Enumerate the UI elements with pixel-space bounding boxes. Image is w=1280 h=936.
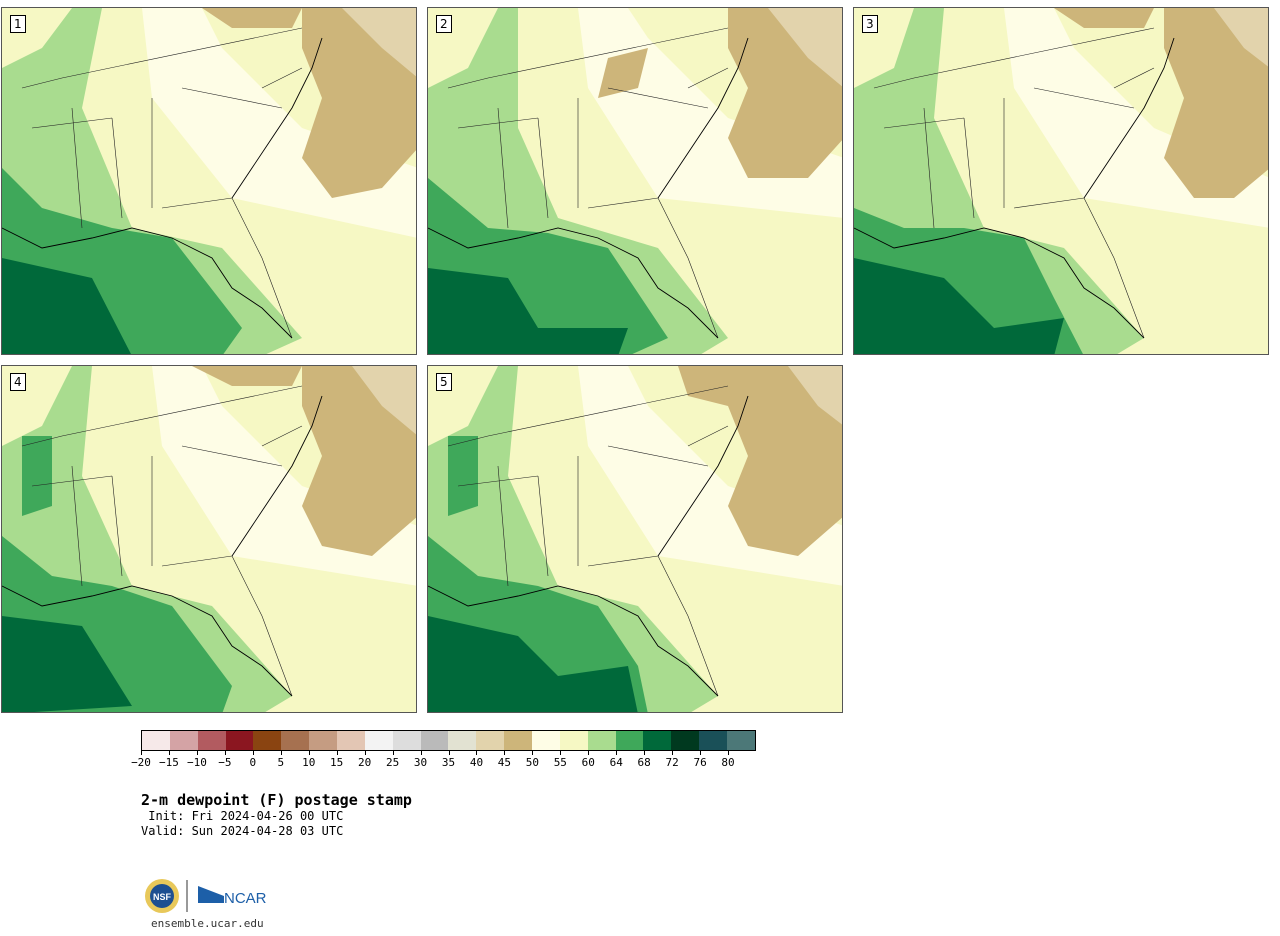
- dewpoint-map: [854, 8, 1268, 354]
- plot-title: 2-m dewpoint (F) postage stamp: [141, 791, 412, 809]
- colorbar-tick: [168, 751, 170, 755]
- init-time: Init: Fri 2024-04-26 00 UTC: [141, 809, 344, 823]
- colorbar-swatch: [169, 731, 198, 750]
- colorbar-tick-label: 30: [413, 756, 428, 769]
- nsf-logo-icon: NSF: [145, 879, 179, 913]
- colorbar-tick: [196, 751, 198, 755]
- colorbar-swatch: [699, 731, 728, 750]
- colorbar-swatch: [392, 731, 421, 750]
- colorbar-swatch: [476, 731, 505, 750]
- colorbar-tick-label: 50: [525, 756, 539, 769]
- colorbar-tick: [336, 751, 338, 755]
- colorbar-tick: [476, 751, 478, 755]
- member-number: 3: [862, 15, 878, 33]
- colorbar: [141, 730, 756, 751]
- colorbar-swatch: [671, 731, 700, 750]
- colorbar-tick-label: 40: [469, 756, 484, 769]
- colorbar-tick: [644, 751, 646, 755]
- ncar-logo-icon: NCAR: [198, 886, 267, 907]
- colorbar-swatch: [253, 731, 282, 750]
- colorbar-tick: [532, 751, 534, 755]
- colorbar-swatch: [532, 731, 560, 750]
- colorbar-swatch: [197, 731, 226, 750]
- colorbar-tick: [728, 751, 730, 755]
- colorbar-tick-label: 35: [441, 756, 456, 769]
- colorbar-tick-label: 20: [358, 756, 372, 769]
- colorbar-tick: [224, 751, 226, 755]
- colorbar-tick-label: 10: [302, 756, 316, 769]
- valid-time: Valid: Sun 2024-04-28 03 UTC: [141, 824, 344, 838]
- map-panel-1: 1: [1, 7, 417, 355]
- svg-text:NSF: NSF: [153, 892, 172, 902]
- colorbar-swatch: [142, 731, 170, 750]
- colorbar-tick-label: 80: [721, 756, 735, 769]
- colorbar-tick: [700, 751, 702, 755]
- colorbar-ticks: −20 −15 −10 −5 0 5 10 15 20 25 30 35 40 45 50 55 60 64 68 7…: [131, 751, 756, 771]
- colorbar-swatch: [281, 731, 310, 750]
- colorbar-tick-label: 5: [277, 756, 285, 769]
- colorbar-swatch: [615, 731, 644, 750]
- colorbar-tick: [616, 751, 618, 755]
- colorbar-tick-label: 72: [665, 756, 679, 769]
- member-number: 1: [10, 15, 26, 33]
- colorbar-swatch: [420, 731, 449, 750]
- colorbar-tick: [392, 751, 394, 755]
- map-panel-3: 3: [853, 7, 1269, 355]
- colorbar-tick-label: −20: [131, 756, 151, 769]
- colorbar-tick-label: 0: [249, 756, 257, 769]
- colorbar-swatch: [727, 731, 755, 750]
- member-number: 5: [436, 373, 452, 391]
- site-url: ensemble.ucar.edu: [151, 917, 264, 930]
- dewpoint-map: [2, 366, 416, 712]
- dewpoint-map: [2, 8, 416, 354]
- colorbar-swatch: [225, 731, 254, 750]
- member-number: 4: [10, 373, 26, 391]
- colorbar-tick: [141, 751, 142, 755]
- colorbar-tick-label: 45: [497, 756, 512, 769]
- colorbar-tick: [448, 751, 450, 755]
- colorbar-swatch: [559, 731, 588, 750]
- colorbar-tick-label: −5: [218, 756, 232, 769]
- map-panel-4: 4: [1, 365, 417, 713]
- colorbar-tick: [280, 751, 282, 755]
- colorbar-swatch: [337, 731, 365, 750]
- colorbar-swatch: [587, 731, 616, 750]
- map-panel-2: 2: [427, 7, 843, 355]
- colorbar-tick: [420, 751, 422, 755]
- map-panel-5: 5: [427, 365, 843, 713]
- colorbar-tick-label: 76: [693, 756, 707, 769]
- colorbar-tick-label: 64: [609, 756, 623, 769]
- colorbar-tick: [504, 751, 506, 755]
- colorbar-tick-label: 55: [553, 756, 567, 769]
- colorbar-tick-label: −10: [186, 756, 207, 769]
- colorbar-tick: [560, 751, 562, 755]
- member-number: 2: [436, 15, 452, 33]
- colorbar-tick: [672, 751, 674, 755]
- colorbar-tick: [252, 751, 254, 755]
- dewpoint-map: [428, 366, 842, 712]
- colorbar-tick-label: 68: [637, 756, 651, 769]
- colorbar-swatch: [448, 731, 477, 750]
- svg-text:NCAR: NCAR: [224, 890, 267, 907]
- colorbar-tick: [588, 751, 590, 755]
- colorbar-tick: [308, 751, 310, 755]
- colorbar-tick: [364, 751, 366, 755]
- colorbar-swatch: [504, 731, 533, 750]
- colorbar-tick-label: 25: [385, 756, 400, 769]
- colorbar-tick-label: 15: [330, 756, 344, 769]
- colorbar-swatch: [643, 731, 672, 750]
- logos: NSF NCAR: [144, 876, 284, 936]
- colorbar-swatch: [309, 731, 338, 750]
- colorbar-tick-label: −15: [159, 756, 179, 769]
- dewpoint-map: [428, 8, 842, 354]
- colorbar-tick-label: 60: [581, 756, 595, 769]
- colorbar-swatch: [364, 731, 393, 750]
